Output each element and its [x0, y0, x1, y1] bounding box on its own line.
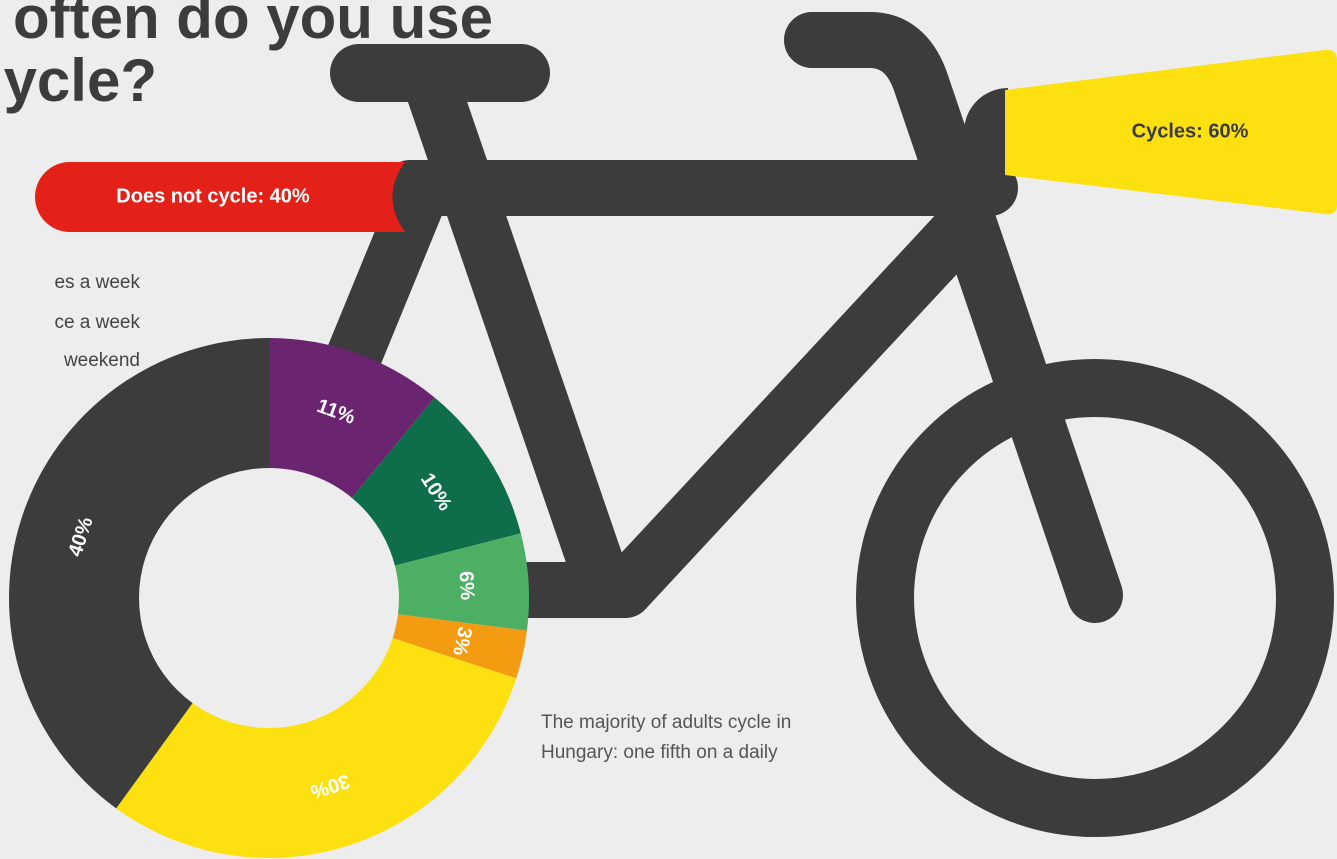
- value-label: 6%: [454, 570, 478, 600]
- legend-label: ce a week: [54, 312, 140, 333]
- title: ycle?: [4, 47, 157, 114]
- title: often do you use: [13, 0, 493, 51]
- legend-label: es a week: [54, 272, 140, 293]
- annotation: Does not cycle: 40%: [116, 185, 310, 207]
- note: Hungary: one fifth on a daily: [541, 742, 778, 763]
- saddle: [330, 44, 550, 102]
- infographic: Does not cycle: 40% Cycles: 60% often do…: [0, 0, 1337, 859]
- legend-label: weekend: [63, 350, 140, 371]
- annotation: Cycles: 60%: [1132, 120, 1249, 142]
- note: The majority of adults cycle in: [541, 712, 791, 733]
- page: Does not cycle: 40% Cycles: 60% often do…: [0, 0, 1337, 859]
